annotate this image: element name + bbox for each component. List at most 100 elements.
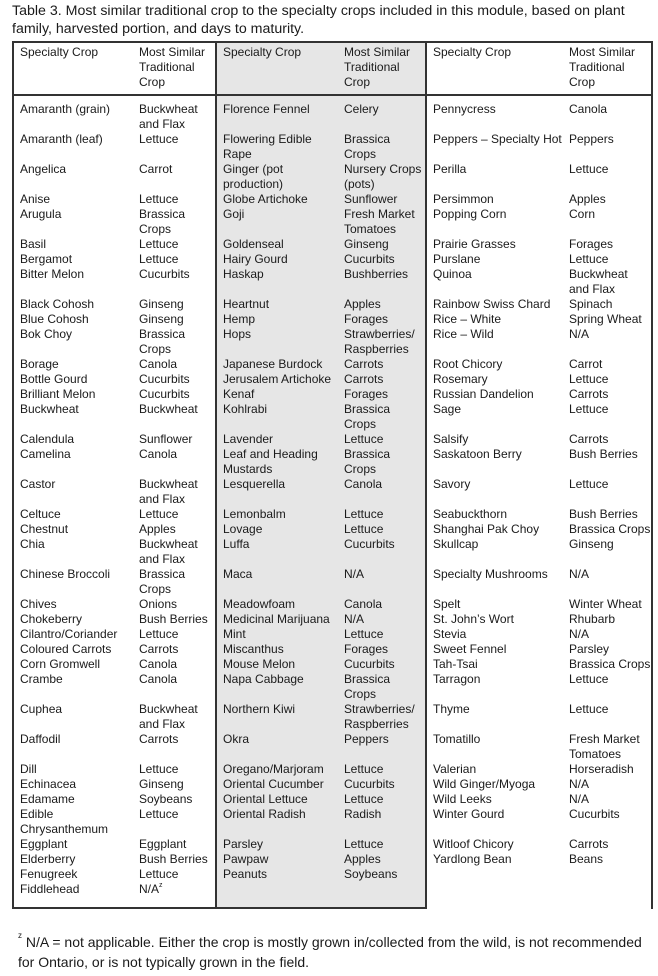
cell-text: Florence Fennel — [223, 102, 310, 116]
cell-specialty-crop: Edamame — [12, 792, 133, 807]
cell-text: Canola — [139, 657, 178, 671]
cell-similar-crop: Rhubarb — [563, 612, 653, 627]
cell-text: Lettuce — [344, 432, 384, 446]
cell-specialty-crop: Ginger (pot production) — [215, 162, 338, 192]
cell-specialty-crop: Echinacea — [12, 777, 133, 792]
cell-specialty-crop: Goldenseal — [215, 237, 338, 252]
cell-text: Lettuce — [139, 762, 179, 776]
cell-text: Cucurbits — [344, 252, 395, 266]
cell-text: Lettuce — [139, 507, 179, 521]
cell-text: Brassica Crops — [569, 522, 651, 536]
cell-text: Buckwheat and Flax — [139, 477, 198, 506]
cell-text: Carrots — [139, 642, 179, 656]
cell-similar-crop: Apples — [338, 852, 425, 867]
cell-specialty-crop: Buckwheat — [12, 402, 133, 432]
cell-text: Kenaf — [223, 387, 255, 401]
cell-text: Forages — [569, 237, 614, 251]
cell-text: Chinese Broccoli — [20, 567, 111, 581]
cell-text: Cucurbits — [344, 537, 395, 551]
cell-similar-crop: Buckwheat and Flax — [133, 96, 215, 132]
cell-similar-crop: Lettuce — [133, 627, 215, 642]
cell-specialty-crop: Purslane — [425, 252, 563, 267]
cell-text: Globe Artichoke — [223, 192, 308, 206]
cell-text: Fresh Market Tomatoes — [569, 732, 640, 761]
cell-similar-crop: N/A — [563, 327, 653, 357]
cell-similar-crop: Carrots — [563, 387, 653, 402]
cell-text: Cucurbits — [344, 657, 395, 671]
cell-specialty-crop: Chinese Broccoli — [12, 567, 133, 597]
cell-text: Tah-Tsai — [433, 657, 478, 671]
cell-similar-crop: Canola — [133, 672, 215, 702]
cell-text: N/A — [569, 792, 590, 806]
cell-similar-crop: Lettuce — [338, 627, 425, 642]
cell-text: Soybeans — [139, 792, 193, 806]
cell-text: Witloof Chicory — [433, 837, 514, 851]
cell-text: Hops — [223, 327, 252, 341]
cell-text: Bitter Melon — [20, 267, 85, 281]
cell-similar-crop — [563, 867, 653, 882]
cell-similar-crop: Carrots — [563, 837, 653, 852]
cell-text: Okra — [223, 732, 250, 746]
cell-text: Bush Berries — [139, 852, 208, 866]
cell-similar-crop: Lettuce — [338, 507, 425, 522]
cell-similar-crop: N/A — [563, 567, 653, 597]
cell-similar-crop: Carrot — [563, 357, 653, 372]
cell-specialty-crop: Specialty Mushrooms — [425, 567, 563, 597]
cell-text: Crambe — [20, 672, 63, 686]
cell-similar-crop: Winter Wheat — [563, 597, 653, 612]
cell-text: Medicinal Marijuana — [223, 612, 330, 626]
cell-similar-crop: Apples — [338, 297, 425, 312]
cell-similar-crop: Sunflower — [338, 192, 425, 207]
cell-specialty-crop: Medicinal Marijuana — [215, 612, 338, 627]
cell-text: Lettuce — [569, 702, 609, 716]
cell-text: Brassica Crops — [344, 132, 391, 161]
cell-text: Brassica Crops — [139, 327, 186, 356]
cell-text: Rice – White — [433, 312, 502, 326]
cell-text: Leaf and Heading Mustards — [223, 447, 318, 476]
cell-similar-crop: Soybeans — [338, 867, 425, 882]
cell-similar-crop: Brassica Crops — [338, 447, 425, 477]
cell-text: Canola — [139, 357, 178, 371]
cell-similar-crop: Ginseng — [133, 297, 215, 312]
cell-similar-crop: Canola — [338, 477, 425, 507]
cell-specialty-crop: Leaf and Heading Mustards — [215, 447, 338, 477]
cell-text: Hairy Gourd — [223, 252, 288, 266]
cell-text: Carrots — [344, 357, 384, 371]
cell-text: Apples — [344, 852, 381, 866]
cell-similar-crop: Lettuce — [338, 432, 425, 447]
cell-specialty-crop: Kohlrabi — [215, 402, 338, 432]
cell-similar-crop: Brassica Crops — [338, 672, 425, 702]
cell-similar-crop: Carrots — [563, 432, 653, 447]
cell-specialty-crop: Basil — [12, 237, 133, 252]
cell-specialty-crop: Amaranth (grain) — [12, 96, 133, 132]
cell-text: Bush Berries — [569, 507, 638, 521]
cell-text: Ginseng — [569, 537, 614, 551]
cell-similar-crop: Cucurbits — [133, 387, 215, 402]
cell-text: Anise — [20, 192, 51, 206]
cell-text: Sunflower — [344, 192, 398, 206]
cell-specialty-crop: Corn Gromwell — [12, 657, 133, 672]
cell-text: Lettuce — [569, 252, 609, 266]
cell-similar-crop — [338, 882, 425, 909]
cell-text: Lettuce — [569, 162, 609, 176]
cell-similar-crop: Lettuce — [133, 762, 215, 777]
cell-similar-crop: Cucurbits — [338, 657, 425, 672]
cell-similar-crop: Radish — [338, 807, 425, 837]
cell-specialty-crop: Rosemary — [425, 372, 563, 387]
cell-text: Brassica Crops — [344, 402, 391, 431]
footnote: z N/A = not applicable. Either the crop … — [18, 932, 648, 972]
cell-text: Oregano/Marjoram — [223, 762, 324, 776]
cell-text: Popping Corn — [433, 207, 507, 221]
cell-specialty-crop: Globe Artichoke — [215, 192, 338, 207]
cell-similar-crop: N/A — [563, 792, 653, 807]
cell-similar-crop: Apples — [563, 192, 653, 207]
cell-similar-crop: Brassica Crops — [133, 567, 215, 597]
cell-similar-crop: Strawberries/ Raspberries — [338, 327, 425, 357]
cell-similar-crop: Lettuce — [563, 252, 653, 267]
cell-similar-crop: Lettuce — [563, 702, 653, 732]
cell-text: Angelica — [20, 162, 67, 176]
cell-similar-crop: Buckwheat and Flax — [133, 477, 215, 507]
cell-text: Horseradish — [569, 762, 634, 776]
cell-text: Buckwheat — [20, 402, 79, 416]
cell-similar-crop — [563, 882, 653, 909]
